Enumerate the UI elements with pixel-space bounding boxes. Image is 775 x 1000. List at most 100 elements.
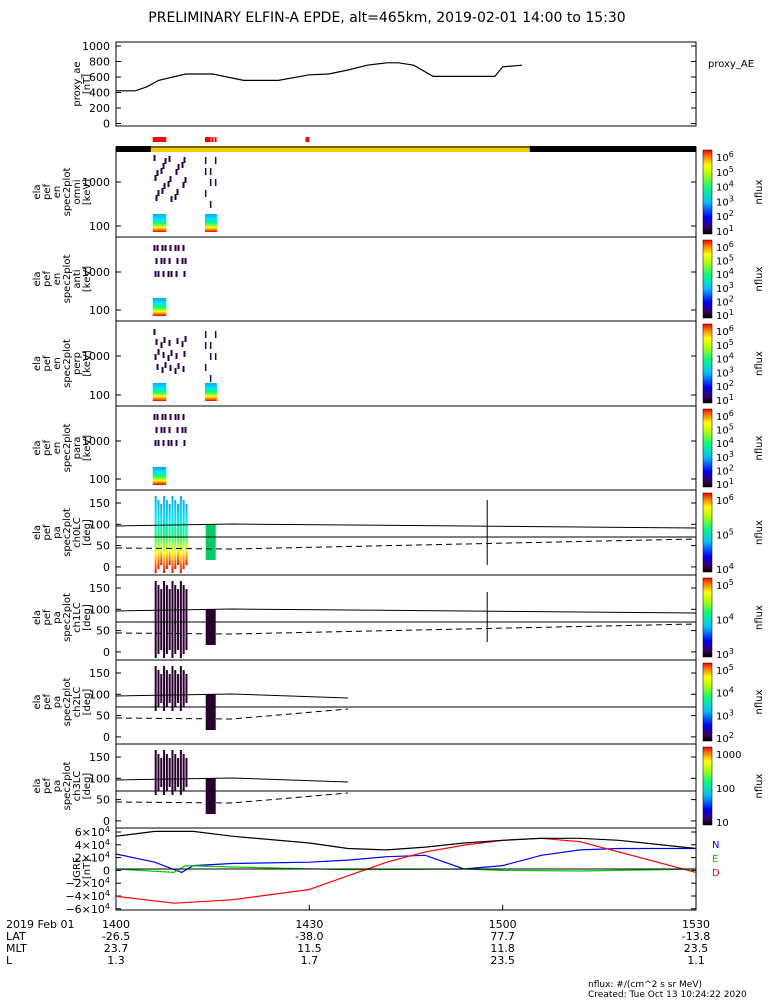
pa-bar-pa_ch3LC-7 (174, 754, 177, 791)
spec-dash-en_omni-0 (153, 155, 156, 161)
spec-dash-en_perp-11 (162, 352, 165, 358)
spec-dash-en_omni-18 (177, 164, 180, 170)
ytick-pa_ch2LC-0: 150 (89, 667, 110, 680)
ytick-en_para-0: 1000 (82, 435, 110, 448)
series-proxy_ae-0 (116, 62, 523, 92)
pa-bar-pa_ch2LC-8 (177, 674, 180, 703)
spec-dash-en_anti-7 (168, 258, 171, 264)
ylabel-en_perp-0: ela (32, 356, 43, 371)
pa-bar-pa_ch1LC-11 (185, 589, 188, 650)
pa-bar-pa_ch0LC-7 (174, 500, 177, 569)
spec-dash-en_anti-11 (162, 271, 165, 277)
panel-frame-en_para (115, 405, 697, 491)
ytick-en_omni-1: 100 (89, 220, 110, 233)
ylabel-en_omni-4: omni (72, 180, 83, 205)
spec-dash-en_anti-0 (153, 245, 156, 251)
cbar-tick-en_para-0: 106 (716, 409, 734, 423)
ylabel-pa_ch3LC-4: ch3LC (72, 771, 83, 802)
cbar-tick-en_omni-2: 104 (716, 180, 734, 194)
spec-dash2-en_omni-2 (214, 179, 217, 186)
eph-L-0: 1.3 (107, 954, 125, 967)
cbar-label-pa_ch2LC: nflux (754, 689, 765, 714)
spec-dash-en_para-17 (170, 440, 173, 446)
spec-dash2-en_omni-5 (214, 157, 217, 164)
cbar-tick-pa_ch1LC-2: 103 (716, 647, 734, 661)
spec-dash-en_anti-21 (164, 245, 167, 251)
ylabel-pa_ch1LC-0: ela (32, 610, 43, 625)
xtick-0: 1400 (102, 918, 130, 931)
spec-dash-en_para-6 (161, 414, 164, 420)
spec-dash-en_perp-16 (163, 337, 166, 343)
spec-dash-en_omni-4 (181, 162, 184, 168)
ylabel-pa_ch1LC-5: [deg] (82, 604, 93, 631)
spec-dash-en_anti-8 (175, 271, 178, 277)
ytick-pa_ch3LC-1: 100 (89, 772, 110, 785)
xtick-1: 1430 (295, 918, 323, 931)
ytick-proxy_ae-4: 200 (89, 102, 110, 115)
ylabel-en_para-1: pef (42, 440, 53, 457)
spec-band2-en_omni (204, 214, 217, 232)
science-bar-4 (305, 137, 308, 142)
cbar-tick-en_para-3: 103 (716, 450, 734, 464)
spec-band-en_omni (152, 214, 167, 232)
ylabel-proxy_ae-1: [nT] (82, 74, 93, 94)
spec-dash-en_anti-10 (155, 258, 158, 264)
pa-bar-pa_ch2LC-5 (168, 674, 171, 703)
spec-dash-en_para-8 (175, 440, 178, 446)
cbar-tick-en_omni-5: 101 (716, 224, 734, 238)
ylabel-pa_ch2LC-2: pa (52, 696, 63, 708)
pa-bar-pa_ch0LC-9 (179, 496, 182, 573)
spec-dash-en_para-3 (174, 414, 177, 420)
spec-dash-en_omni-13 (176, 189, 179, 195)
ylabel-en_omni-1: pef (42, 184, 53, 201)
pa-bar-pa_ch0LC-1 (157, 500, 160, 569)
pa-bar-pa_ch2LC-11 (185, 674, 188, 703)
ylabel-proxy_ae-0: proxy_ae (72, 61, 83, 106)
series-igrf-3 (115, 830, 697, 851)
spec-dash-en_para-4 (181, 427, 184, 433)
panel-frame-proxy_ae (115, 41, 697, 127)
ylabel-en_perp-2: en (52, 357, 63, 370)
lc-dash-pa_ch1LC (115, 623, 697, 635)
ylabel-pa_ch0LC-5: [deg] (82, 519, 93, 546)
ytick-pa_ch1LC-0: 150 (89, 582, 110, 595)
pa-bar-pa_ch3LC-5 (168, 758, 171, 787)
spec-dash-en_omni-9 (182, 182, 185, 188)
spec-dash2-en_omni-7 (209, 179, 212, 186)
science-bar-3 (214, 137, 217, 142)
spec-dash-en_para-20 (157, 440, 160, 446)
ytick-en_anti-0: 1000 (82, 266, 110, 279)
spec-dash-en_anti-12 (169, 245, 172, 251)
cbar-tick-en_omni-3: 103 (716, 194, 734, 208)
colorbar-en_perp (702, 323, 713, 404)
ylabel-pa_ch3LC-1: pef (42, 778, 53, 795)
spec-dash-en_omni-7 (168, 156, 171, 162)
colorbar-en_omni (702, 149, 713, 235)
ylabel-pa_ch0LC-4: ch0LC (72, 517, 83, 548)
legend-proxy-ae: proxy_AE (708, 59, 754, 70)
ytick-igrf-2: 2×104 (75, 851, 110, 865)
lc-dash-pa_ch3LC (115, 792, 349, 804)
eph-MLT-1: 11.5 (297, 942, 322, 955)
spec-dash-en_perp-7 (168, 340, 171, 346)
pa-bar-pa_ch0LC-5 (168, 504, 171, 565)
pa-bar-pa_ch0LC-10 (182, 500, 185, 569)
panel-frame-pa_ch0LC (115, 489, 697, 576)
spec-dash-en_omni-10 (155, 195, 158, 201)
ylabel-en_omni-3: spec2plot (62, 168, 73, 217)
ylabel-pa_ch1LC-4: ch1LC (72, 602, 83, 633)
spec-dash-en_para-21 (164, 414, 167, 420)
ylabel-pa_ch2LC-5: [deg] (82, 689, 93, 716)
xtick-3: 1530 (682, 918, 710, 931)
spec-dash-en_omni-3 (174, 194, 177, 200)
cbar-tick-en_perp-4: 102 (716, 379, 734, 393)
spec-dash-en_para-7 (168, 427, 171, 433)
eph-LAT-1: -38.0 (295, 930, 323, 943)
cbar-label-pa_ch1LC: nflux (754, 605, 765, 630)
ytick-pa_ch1LC-3: 0 (103, 646, 110, 659)
spec-dash-en_anti-9 (182, 245, 185, 251)
cbar-tick-en_perp-2: 104 (716, 352, 734, 366)
pa-bar-pa_ch1LC-1 (157, 585, 160, 654)
cbar-tick-en_para-2: 104 (716, 436, 734, 450)
